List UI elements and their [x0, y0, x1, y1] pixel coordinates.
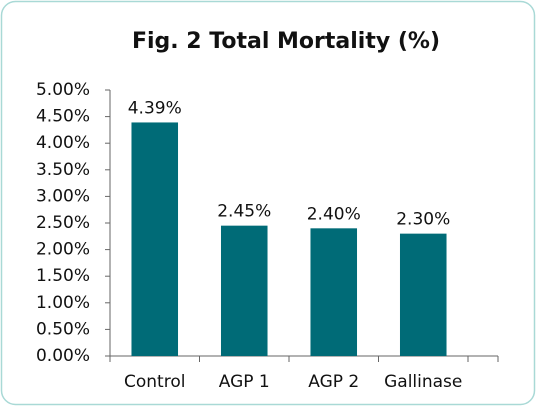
bar — [310, 228, 358, 356]
data-label: 4.39% — [128, 98, 182, 118]
bar — [399, 233, 447, 356]
bar — [220, 225, 268, 356]
y-tick-label: 2.00% — [36, 240, 90, 260]
y-tick-label: 1.50% — [36, 266, 90, 286]
x-tick-label: Control — [124, 372, 185, 392]
y-tick-label: 1.00% — [36, 293, 90, 313]
x-tick-label: AGP 2 — [308, 372, 359, 392]
y-tick-label: 5.00% — [36, 80, 90, 100]
data-label: 2.45% — [217, 202, 271, 222]
y-tick-label: 4.00% — [36, 133, 90, 153]
data-label: 2.40% — [307, 204, 361, 224]
chart-title: Fig. 2 Total Mortality (%) — [132, 29, 440, 54]
y-tick-label: 3.00% — [36, 186, 90, 206]
y-tick-label: 0.00% — [36, 346, 90, 366]
y-tick-label: 3.50% — [36, 160, 90, 180]
bar — [131, 122, 179, 357]
y-tick-label: 0.50% — [36, 319, 90, 339]
data-label: 2.30% — [396, 210, 450, 230]
x-tick-label: AGP 1 — [219, 372, 270, 392]
x-tick-label: Gallinase — [384, 372, 462, 392]
y-tick-label: 2.50% — [36, 213, 90, 233]
y-tick-label: 4.50% — [36, 107, 90, 127]
